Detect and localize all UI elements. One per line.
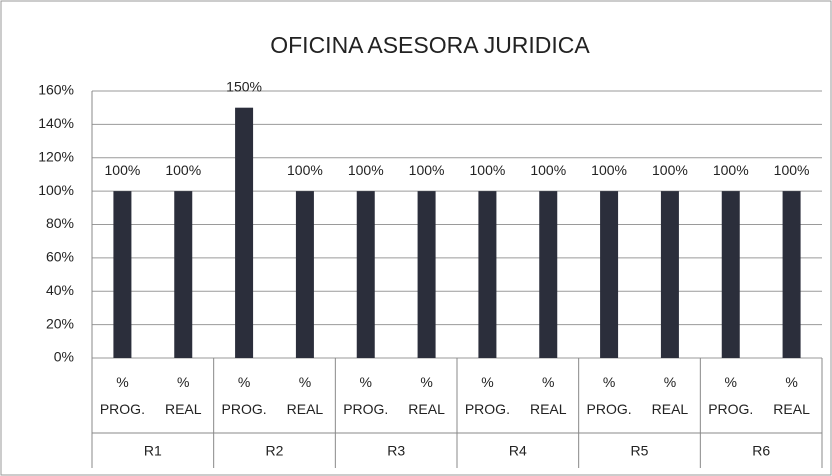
y-tick-label: 0% [54, 349, 74, 365]
group-label: R5 [631, 443, 649, 459]
group-label: R3 [387, 443, 405, 459]
x-tick-label: % PROG. [222, 374, 267, 417]
bar [600, 191, 619, 358]
bar [478, 191, 497, 358]
x-tick-label: % PROG. [587, 374, 632, 417]
bar [113, 191, 132, 358]
data-label: 100% [165, 162, 201, 178]
x-tick-label: % REAL [530, 374, 567, 417]
x-tick-label: % PROG. [100, 374, 145, 417]
x-tick-label: % PROG. [465, 374, 510, 417]
data-label: 100% [348, 162, 384, 178]
y-tick-label: 40% [46, 282, 74, 298]
data-label: 100% [774, 162, 810, 178]
y-tick-label: 100% [38, 182, 74, 198]
y-tick-label: 120% [38, 148, 74, 164]
group-label: R1 [144, 443, 162, 459]
bar [782, 191, 801, 358]
data-label: 100% [105, 162, 141, 178]
data-label: 100% [591, 162, 627, 178]
x-tick-label: % PROG. [343, 374, 388, 417]
y-tick-label: 140% [38, 115, 74, 131]
bar [417, 191, 436, 358]
bar [539, 191, 558, 358]
bar [356, 191, 375, 358]
x-tick-label: % REAL [408, 374, 445, 417]
bar [660, 191, 679, 358]
x-tick-label: % REAL [652, 374, 689, 417]
bar [174, 191, 193, 358]
chart-title: OFICINA ASESORA JURIDICA [270, 32, 590, 58]
bar [721, 191, 740, 358]
y-tick-label: 60% [46, 249, 74, 265]
bar [235, 107, 254, 358]
group-label: R4 [509, 443, 527, 459]
x-tick-label: % REAL [287, 374, 324, 417]
y-tick-label: 160% [38, 82, 74, 98]
group-label: R6 [752, 443, 770, 459]
data-label: 100% [713, 162, 749, 178]
y-tick-label: 80% [46, 215, 74, 231]
data-label: 100% [470, 162, 506, 178]
x-tick-label: % PROG. [708, 374, 753, 417]
data-label: 150% [226, 78, 262, 94]
data-label: 100% [409, 162, 445, 178]
data-label: 100% [652, 162, 688, 178]
data-label: 100% [287, 162, 323, 178]
x-tick-label: % REAL [165, 374, 202, 417]
x-tick-label: % REAL [773, 374, 810, 417]
bar [295, 191, 314, 358]
y-tick-label: 20% [46, 315, 74, 331]
group-label: R2 [266, 443, 284, 459]
data-label: 100% [530, 162, 566, 178]
